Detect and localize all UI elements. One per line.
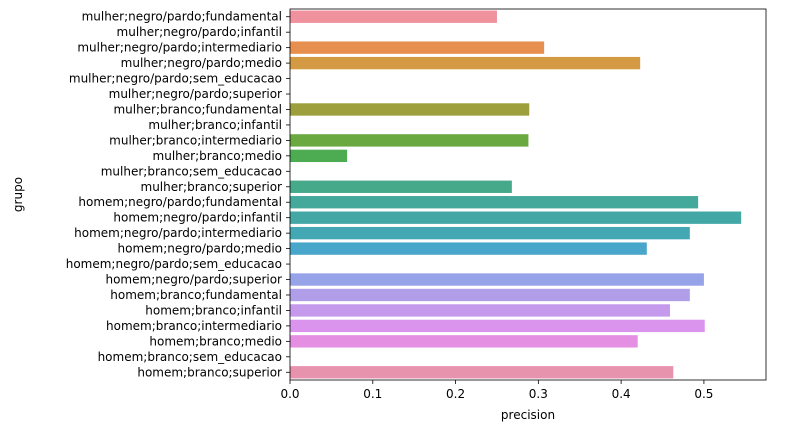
plot-area: mulher;negro/pardo;fundamentalmulher;neg… (66, 8, 767, 401)
y-tick-label: mulher;negro/pardo;intermediario (77, 41, 282, 55)
y-tick-label: mulher;branco;fundamental (113, 102, 282, 116)
y-tick-label: mulher;branco;sem_educacao (101, 164, 282, 178)
y-tick-label: mulher;negro/pardo;fundamental (82, 10, 282, 24)
y-tick-label: mulher;negro/pardo;infantil (117, 25, 282, 39)
y-axis-ticks: mulher;negro/pardo;fundamentalmulher;neg… (66, 10, 290, 379)
y-tick-label: mulher;branco;superior (141, 180, 283, 194)
bar (290, 56, 641, 70)
bar (290, 304, 670, 317)
y-tick-label: homem;branco;intermediario (106, 319, 282, 333)
bar (290, 242, 647, 255)
y-tick-label: homem;branco;fundamental (110, 288, 282, 302)
x-axis-label: precision (501, 408, 555, 422)
bar (290, 180, 512, 193)
y-tick-label: mulher;negro/pardo;superior (109, 87, 282, 101)
axes-frame (289, 8, 767, 381)
bar (290, 288, 690, 302)
y-tick-label: homem;negro/pardo;intermediario (74, 226, 282, 240)
y-tick-label: homem;branco;sem_educacao (98, 350, 282, 364)
bars (290, 10, 742, 379)
bar (290, 134, 529, 147)
x-tick-label: 0.2 (446, 387, 465, 401)
y-tick-label: mulher;negro/pardo;sem_educacao (69, 72, 282, 86)
y-axis-label: grupo (11, 177, 25, 212)
y-tick-label: mulher;branco;intermediario (109, 133, 282, 147)
bar (290, 103, 530, 116)
y-tick-label: mulher;branco;medio (153, 149, 282, 163)
bar (290, 10, 497, 23)
x-tick-label: 0.5 (694, 387, 713, 401)
bar (290, 335, 638, 348)
y-tick-label: homem;negro/pardo;fundamental (78, 195, 282, 209)
y-tick-label: homem;branco;infantil (145, 303, 282, 317)
bar (290, 211, 742, 224)
y-tick-label: mulher;branco;infantil (148, 118, 282, 132)
axes-frame-rect (289, 8, 767, 381)
x-tick-label: 0.4 (612, 387, 631, 401)
y-tick-label: homem;negro/pardo;infantil (113, 211, 282, 225)
bar (290, 226, 690, 240)
y-tick-label: homem;negro/pardo;sem_educacao (66, 257, 282, 271)
y-tick-label: homem;branco;medio (149, 334, 282, 348)
bar (290, 273, 704, 286)
x-tick-label: 0.0 (280, 387, 299, 401)
y-tick-label: mulher;negro/pardo;medio (121, 56, 282, 70)
bar (290, 149, 348, 163)
bar (290, 319, 705, 333)
bar (290, 41, 545, 54)
x-axis-ticks: 0.0 0.1 0.2 0.3 0.4 0.5 (280, 380, 713, 401)
y-tick-label: homem;negro/pardo;medio (118, 242, 282, 256)
y-tick-label: homem;negro/pardo;superior (105, 273, 282, 287)
bar (290, 366, 674, 379)
bar (290, 196, 699, 209)
x-tick-label: 0.1 (363, 387, 382, 401)
y-tick-label: homem;branco;superior (137, 365, 282, 379)
x-tick-label: 0.3 (529, 387, 548, 401)
